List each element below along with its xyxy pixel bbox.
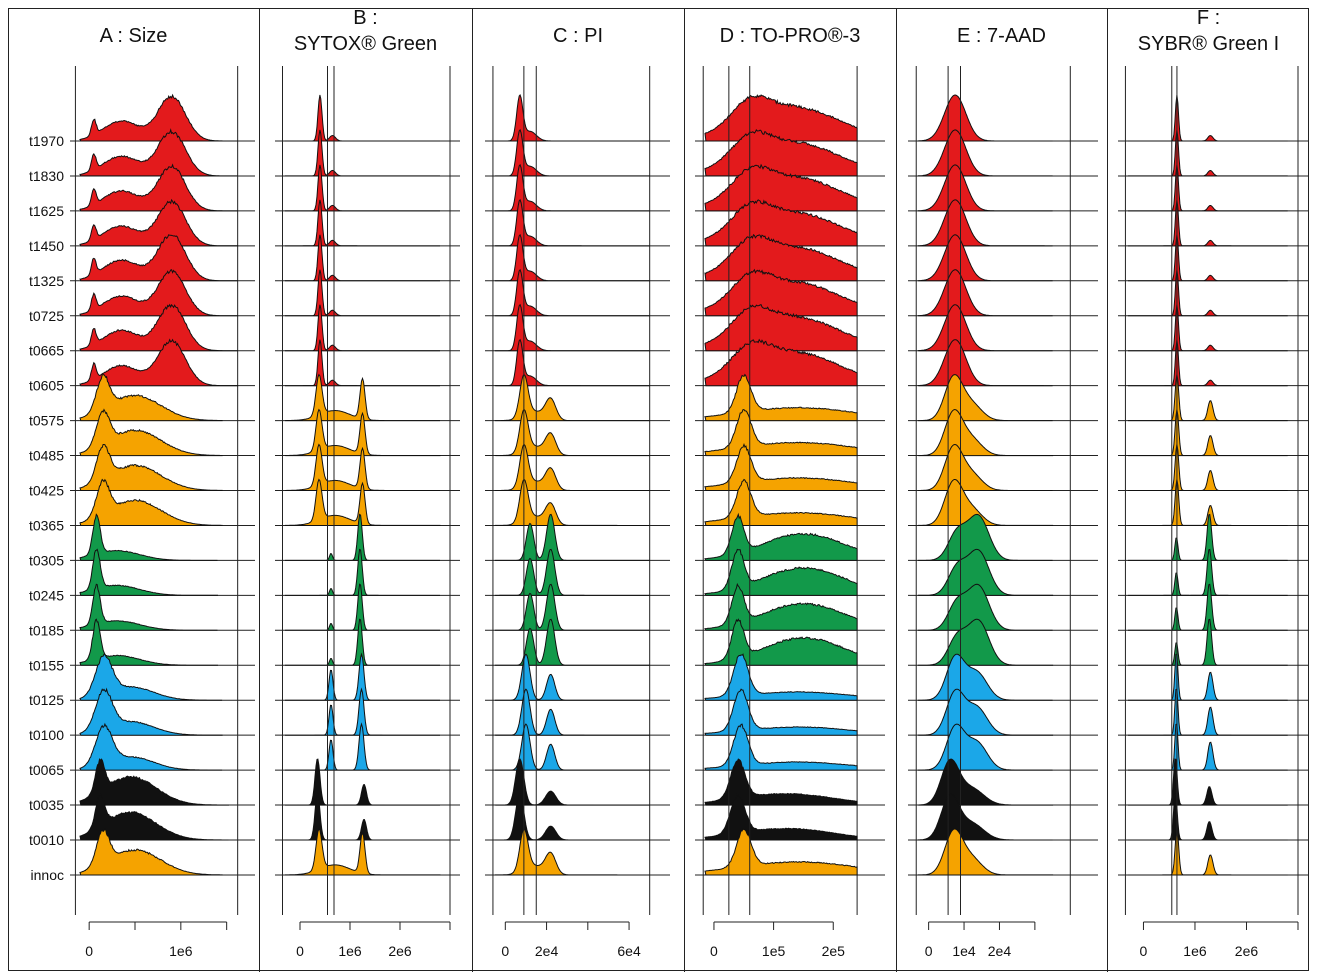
row-label-t0485: t0485 bbox=[29, 448, 64, 464]
panel-title: A : Size bbox=[100, 25, 168, 47]
panel-a: A : Size 0 1e6 bbox=[70, 25, 255, 959]
x-tick-label: 0 bbox=[1140, 943, 1148, 959]
x-tick-label: 1e6 bbox=[338, 943, 362, 959]
ridge-innoc bbox=[285, 829, 440, 875]
x-tick-label: 0 bbox=[85, 943, 93, 959]
x-tick-label: 2e5 bbox=[822, 943, 846, 959]
panel-d: D : TO-PRO®-3 0 1e5 2e5 bbox=[695, 25, 885, 959]
ridge-t0155 bbox=[495, 619, 650, 665]
row-label-t1625: t1625 bbox=[29, 203, 64, 219]
ridge-t0065 bbox=[285, 724, 440, 770]
row-label-t0425: t0425 bbox=[29, 483, 64, 499]
panel-title: D : TO-PRO®-3 bbox=[720, 25, 861, 47]
row-label-t1450: t1450 bbox=[29, 238, 64, 254]
ridge-t0365 bbox=[285, 480, 440, 526]
ridge-t1325 bbox=[285, 235, 440, 281]
row-label-t0665: t0665 bbox=[29, 343, 64, 359]
x-tick-label: 1e6 bbox=[1183, 943, 1207, 959]
ridge-t1450 bbox=[285, 200, 440, 246]
ridge-t1830 bbox=[1128, 130, 1288, 176]
row-label-t0725: t0725 bbox=[29, 308, 64, 324]
x-tick-label: 2e6 bbox=[388, 943, 412, 959]
ridge-t0125 bbox=[495, 654, 650, 700]
ridge-t1970 bbox=[918, 95, 1053, 141]
ridge-t1970 bbox=[705, 95, 857, 141]
x-tick-label: 2e6 bbox=[1235, 943, 1259, 959]
ridge-t0725 bbox=[285, 270, 440, 316]
ridge-t0605 bbox=[495, 340, 650, 386]
x-tick-label: 2e4 bbox=[988, 943, 1012, 959]
panel-title-line: F : bbox=[1197, 7, 1220, 29]
ridge-t1970 bbox=[285, 95, 440, 141]
ridge-t1830 bbox=[285, 130, 440, 176]
row-label-t0035: t0035 bbox=[29, 797, 64, 813]
row-label-t0605: t0605 bbox=[29, 378, 64, 394]
panel-c: C : PI 0 2e4 6e4 bbox=[485, 25, 670, 959]
row-label-t0365: t0365 bbox=[29, 517, 64, 533]
panel-title-line: SYBR® Green I bbox=[1138, 33, 1279, 55]
row-label-t0575: t0575 bbox=[29, 413, 64, 429]
ridge-t0245 bbox=[495, 549, 650, 595]
row-label-t1970: t1970 bbox=[29, 133, 64, 149]
ridge-t0010 bbox=[495, 794, 650, 840]
row-label-t0245: t0245 bbox=[29, 587, 64, 603]
panel-title-line: B : bbox=[353, 7, 377, 29]
row-label-t0185: t0185 bbox=[29, 622, 64, 638]
x-tick-label: 6e4 bbox=[617, 943, 641, 959]
ridge-t1625 bbox=[285, 165, 440, 211]
row-label-t0305: t0305 bbox=[29, 552, 64, 568]
x-tick-label: 0 bbox=[296, 943, 304, 959]
ridge-t0155 bbox=[1128, 619, 1288, 665]
x-tick-label: 1e4 bbox=[952, 943, 976, 959]
panel-e: E : 7-AAD 0 1e4 2e4 bbox=[908, 25, 1098, 959]
panel-title-line: SYTOX® Green bbox=[294, 33, 437, 55]
panel-title: C : PI bbox=[553, 25, 603, 47]
row-label-t0065: t0065 bbox=[29, 762, 64, 778]
x-tick-label: 0 bbox=[501, 943, 509, 959]
ridge-t1970 bbox=[1128, 95, 1288, 141]
panel-title: E : 7-AAD bbox=[957, 25, 1046, 47]
row-label-t1830: t1830 bbox=[29, 168, 64, 184]
row-labels: t1970 t1830 t1625 t1450 t1325 t0725 t0665 t0605… bbox=[29, 133, 64, 883]
row-label-t1325: t1325 bbox=[29, 273, 64, 289]
row-label-t0100: t0100 bbox=[29, 727, 64, 743]
row-label-t0010: t0010 bbox=[29, 832, 64, 848]
x-tick-label: 1e6 bbox=[169, 943, 193, 959]
x-tick-label: 2e4 bbox=[535, 943, 559, 959]
x-tick-label: 1e5 bbox=[762, 943, 786, 959]
row-label-innoc: innoc bbox=[31, 867, 64, 883]
row-label-t0155: t0155 bbox=[29, 657, 64, 673]
x-tick-label: 0 bbox=[710, 943, 718, 959]
x-tick-label: 0 bbox=[925, 943, 933, 959]
panel-b: B : SYTOX® Green 0 1e6 2e6 bbox=[275, 7, 460, 959]
ridge-t0665 bbox=[285, 305, 440, 351]
ridge-t0185 bbox=[495, 584, 650, 630]
panel-f: F : SYBR® Green I 0 1e6 2e6 bbox=[1118, 7, 1308, 959]
ridge-t1970 bbox=[80, 95, 238, 141]
row-label-t0125: t0125 bbox=[29, 692, 64, 708]
